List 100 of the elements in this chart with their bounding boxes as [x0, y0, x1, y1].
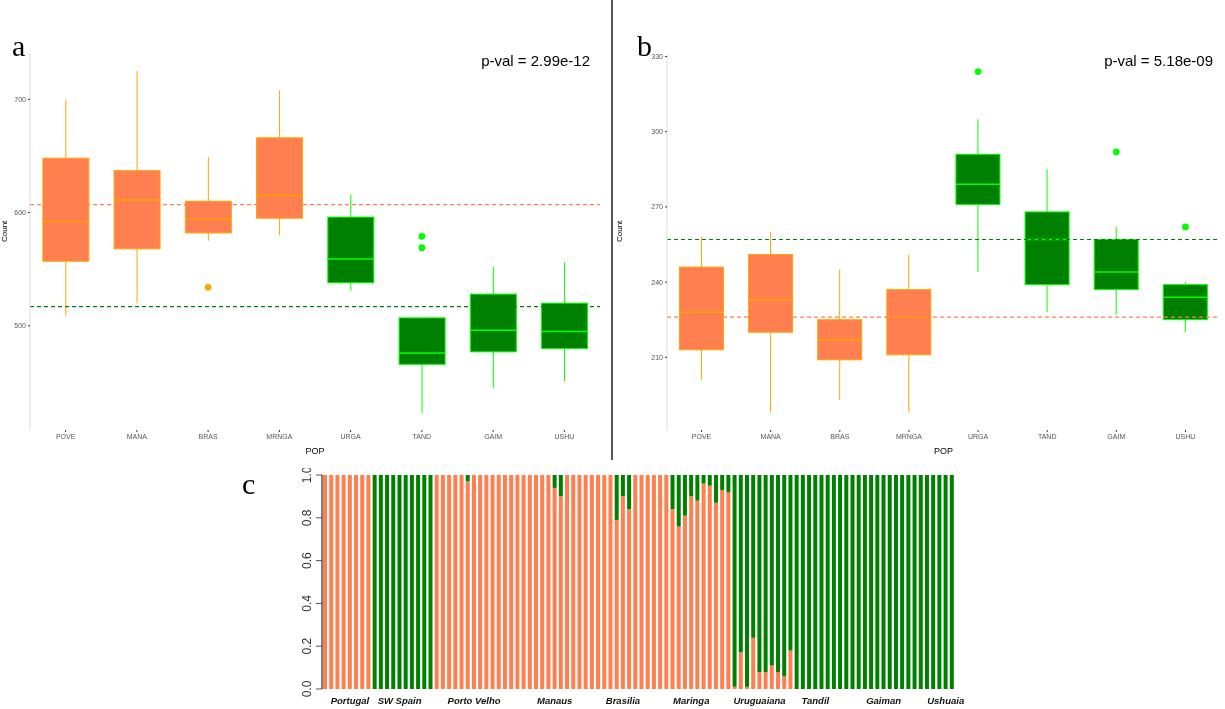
bar	[422, 475, 427, 689]
bar	[577, 475, 582, 689]
bar	[354, 475, 359, 689]
bar	[707, 485, 712, 689]
bar	[800, 475, 805, 689]
bar	[627, 475, 632, 510]
y-axis-title: Count	[614, 219, 624, 242]
bar	[862, 475, 867, 689]
bar	[751, 637, 756, 689]
bar	[378, 475, 383, 689]
x-axis-title: POP	[305, 446, 325, 456]
y-tick-label: 0.2	[300, 637, 314, 655]
bar	[776, 671, 781, 689]
bar	[794, 475, 799, 689]
y-tick-label: 1.0	[300, 466, 314, 484]
bar	[763, 475, 768, 672]
bar	[670, 509, 675, 689]
bar	[490, 475, 495, 689]
bar	[329, 475, 334, 689]
bar	[676, 526, 681, 689]
bar	[900, 475, 905, 689]
bar	[751, 475, 756, 638]
bar	[825, 475, 830, 689]
bar	[565, 475, 570, 689]
bar	[521, 475, 526, 689]
bar	[850, 475, 855, 689]
bar	[614, 519, 619, 689]
bar	[881, 475, 886, 689]
bar	[937, 475, 942, 689]
bar	[893, 475, 898, 689]
bar	[788, 650, 793, 689]
bar	[738, 475, 743, 653]
bar	[428, 475, 433, 689]
x-tick-label: Maringa	[673, 694, 710, 706]
bar	[391, 475, 396, 689]
x-tick-label: Portugal	[330, 694, 370, 706]
bar	[776, 475, 781, 672]
y-axis-title: Count	[0, 219, 9, 242]
bar	[763, 671, 768, 689]
bar	[757, 671, 762, 689]
bar	[465, 475, 470, 482]
bar	[360, 475, 365, 689]
bar	[440, 475, 445, 689]
bar	[620, 475, 625, 497]
y-tick-label: 0.8	[300, 509, 314, 527]
bar	[620, 496, 625, 689]
bar	[856, 475, 861, 689]
bar	[707, 475, 712, 486]
bar	[409, 475, 414, 689]
bar	[403, 475, 408, 689]
bar	[701, 483, 706, 689]
bar	[571, 475, 576, 689]
chart-title: b	[637, 28, 652, 64]
bar	[502, 475, 507, 689]
bar	[397, 475, 402, 689]
y-tick-label: 0.6	[300, 551, 314, 569]
bar	[887, 475, 892, 689]
x-tick-label: Manaus	[537, 694, 573, 706]
x-tick-label: SW Spain	[377, 694, 422, 706]
bar	[844, 475, 849, 689]
bar	[447, 475, 452, 689]
bar	[453, 475, 458, 689]
bar	[924, 475, 929, 689]
bar	[335, 475, 340, 689]
x-tick-label: Gaiman	[866, 694, 902, 706]
bar	[552, 475, 557, 488]
bar	[602, 475, 607, 689]
bar	[627, 509, 632, 689]
bar	[912, 475, 917, 689]
y-tick-label: 0.0	[300, 680, 314, 698]
bar	[664, 475, 669, 689]
bar	[738, 652, 743, 689]
x-axis-title: POP	[933, 446, 954, 456]
bar	[918, 475, 923, 689]
annotation: p-val = 2.99e-12	[481, 52, 590, 69]
bar	[819, 475, 824, 689]
bar	[465, 481, 470, 689]
bar	[546, 475, 551, 689]
bar	[589, 475, 594, 689]
bar	[807, 475, 812, 689]
bar	[527, 475, 532, 689]
bar	[943, 475, 948, 689]
bar	[838, 475, 843, 689]
bar	[341, 475, 346, 689]
bar	[645, 475, 650, 689]
bar	[614, 475, 619, 520]
bar	[745, 475, 749, 687]
bar	[372, 475, 377, 689]
bar	[757, 475, 762, 672]
bar	[347, 475, 352, 689]
bar	[782, 475, 787, 677]
bar	[726, 475, 731, 493]
bar	[670, 475, 675, 510]
bar	[682, 475, 687, 516]
bar	[769, 475, 774, 666]
bar	[471, 475, 476, 689]
bar	[831, 475, 836, 689]
bar	[869, 475, 874, 689]
bar	[484, 475, 489, 689]
y-tick-label: 0.4	[300, 594, 314, 612]
